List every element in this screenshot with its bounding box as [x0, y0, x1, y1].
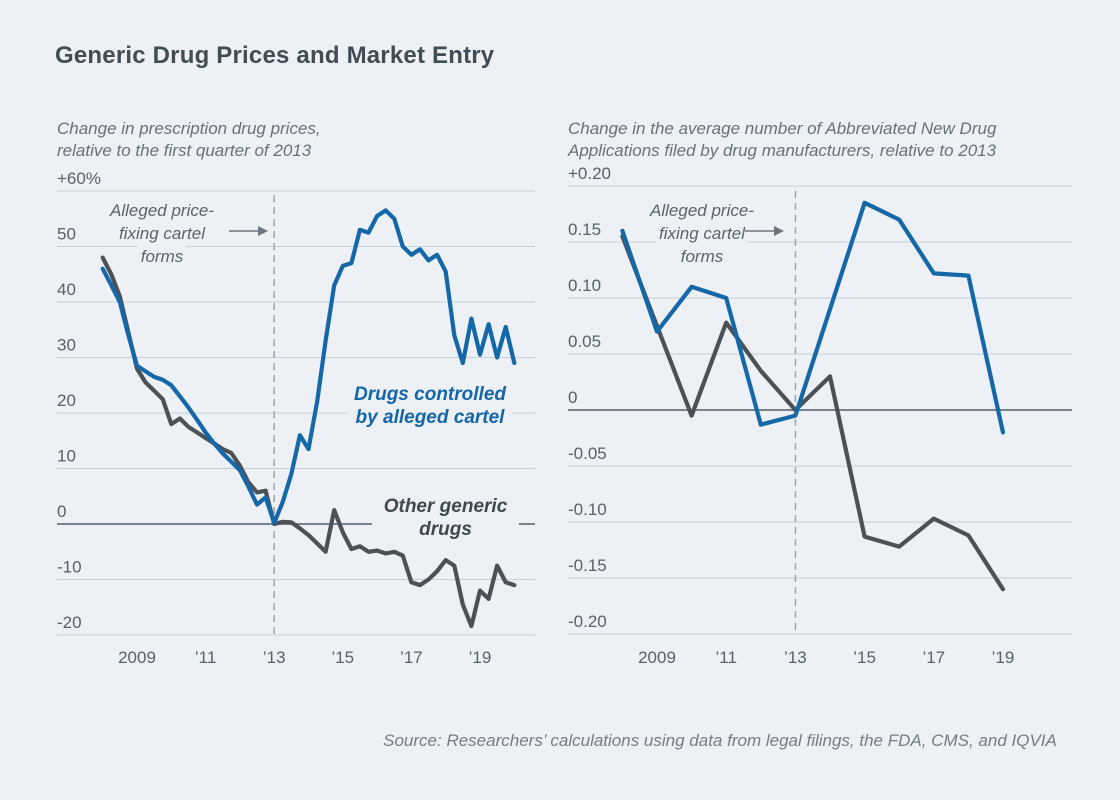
y-tick-label: 0	[57, 502, 66, 521]
y-tick-label: -10	[57, 558, 82, 577]
y-tick-label: 0.15	[568, 220, 601, 239]
annotation-line: fixing cartel	[116, 222, 208, 245]
y-tick-label: 10	[57, 447, 76, 466]
series-line-drugs-controlled-by-alleged-cartel	[620, 200, 1006, 435]
drug-prices-chart: +60% 50 40 30 20 10 0 -10 -20 2009 ’11 ’13 ’15 ’17 ’19	[57, 169, 535, 667]
right-arrow-icon	[229, 226, 268, 236]
y-tick-label: 30	[57, 336, 76, 355]
y-tick-label: 50	[57, 225, 76, 244]
series-line-other-generic-drugs	[620, 234, 1006, 592]
x-tick-label: ’15	[853, 648, 876, 667]
left-chart-subtitle-line-1: Change in prescription drug prices,	[57, 119, 321, 138]
annotation-line: Alleged price-	[647, 199, 757, 222]
series-label-line: by alleged cartel	[355, 407, 505, 428]
y-tick-label: 0.10	[568, 276, 601, 295]
page-title: Generic Drug Prices and Market Entry	[55, 42, 495, 69]
right-arrow-icon	[745, 226, 784, 236]
left-chart-subtitle: Change in prescription drug prices, rela…	[57, 118, 321, 162]
y-tick-label: +60%	[57, 169, 101, 188]
y-tick-label: 20	[57, 391, 76, 410]
right-chart-subtitle-line-2: Applications filed by drug manufacturers…	[568, 141, 997, 160]
series-line-drugs-controlled-by-alleged-cartel	[100, 208, 517, 525]
series-label-line: drugs	[419, 519, 472, 540]
series-label-other-generic-drugs: Other generic drugs	[372, 493, 519, 543]
y-tick-label: -0.15	[568, 556, 607, 575]
y-tick-label: 0.05	[568, 332, 601, 351]
left-chart-subtitle-line-2: relative to the first quarter of 2013	[57, 141, 312, 160]
series-label-line: Other generic	[383, 496, 508, 517]
cartel-formation-annotation-left: Alleged price- fixing cartel forms	[92, 199, 232, 268]
x-tick-label: ’11	[195, 648, 216, 667]
y-tick-label: 40	[57, 280, 76, 299]
x-tick-label: ’13	[263, 648, 286, 667]
x-tick-label: ’13	[784, 648, 807, 667]
x-tick-label: ’19	[992, 648, 1015, 667]
cartel-formation-annotation-right: Alleged price- fixing cartel forms	[632, 199, 772, 268]
y-tick-label: 0	[568, 388, 577, 407]
series-line-other-generic-drugs	[100, 255, 517, 629]
annotation-line: Alleged price-	[107, 199, 217, 222]
x-tick-label: ’19	[469, 648, 492, 667]
y-tick-label: -0.20	[568, 612, 607, 631]
y-tick-label: -0.05	[568, 444, 607, 463]
right-chart-subtitle-line-1: Change in the average number of Abbrevia…	[568, 119, 997, 138]
x-tick-label: 2009	[638, 648, 676, 667]
annotation-line: forms	[677, 245, 727, 268]
y-tick-label: +0.20	[568, 165, 611, 183]
x-tick-label: ’17	[922, 648, 945, 667]
x-tick-label: ’11	[715, 648, 736, 667]
x-tick-label: ’17	[400, 648, 423, 667]
x-tick-label: ’15	[331, 648, 354, 667]
y-tick-label: -0.10	[568, 500, 607, 519]
series-label-line: Drugs controlled	[353, 384, 506, 405]
anda-filings-chart: +0.20 0.15 0.10 0.05 0 -0.05 -0.10 -0.15 -0.20 20…	[568, 165, 1072, 667]
x-tick-label: 2009	[118, 648, 156, 667]
right-chart-subtitle: Change in the average number of Abbrevia…	[568, 118, 996, 162]
source-note: Source: Researchers’ calculations using …	[383, 731, 1057, 750]
annotation-line: fixing cartel	[656, 222, 748, 245]
series-label-cartel-drugs: Drugs controlled by alleged cartel	[348, 381, 512, 431]
y-tick-label: -20	[57, 613, 82, 632]
annotation-line: forms	[137, 245, 187, 268]
